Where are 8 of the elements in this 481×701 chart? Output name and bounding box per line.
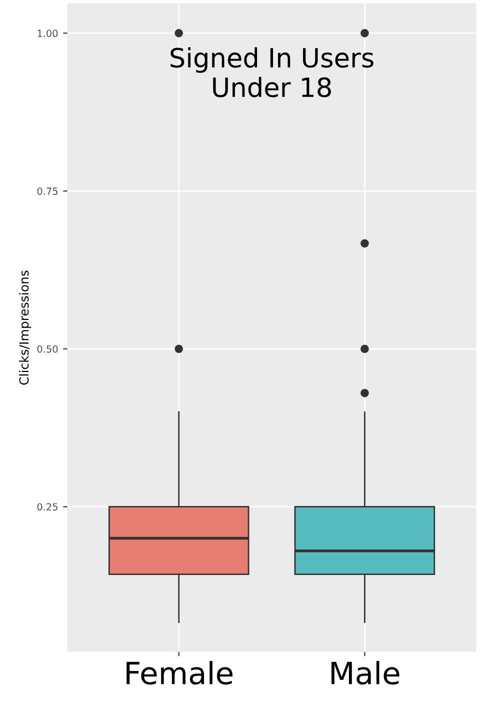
y-axis-title: Clicks/Impressions [19, 270, 32, 385]
y-tick-label: 0.75 [37, 188, 58, 195]
x-tick-label: Male [331, 660, 400, 685]
x-tick-label: Female [126, 660, 232, 685]
text: Signed In Users Under 18 [170, 47, 374, 98]
y-tick-label: 0.50 [37, 345, 58, 353]
y-tick-label: 1.00 [38, 30, 58, 38]
y-tick-label: 0.25 [37, 503, 58, 511]
